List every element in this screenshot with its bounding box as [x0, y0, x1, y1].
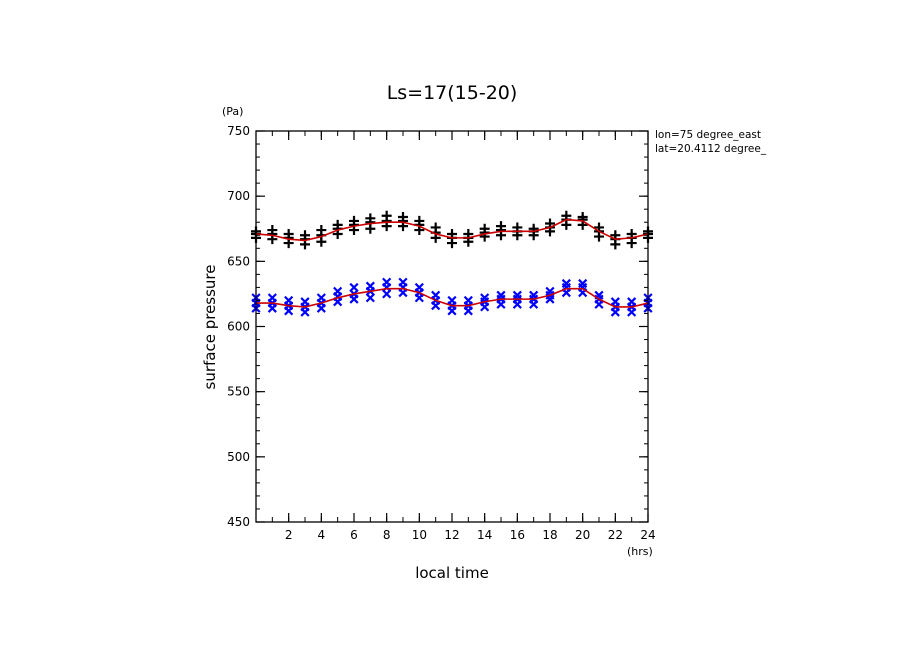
series-1-point-70 — [627, 307, 637, 317]
series-1-point-52 — [529, 299, 539, 309]
series-1-point-4 — [267, 303, 277, 313]
y-tick-label: 600 — [227, 320, 250, 334]
series-1-point-7 — [284, 306, 294, 316]
x-unit-label: (hrs) — [627, 545, 653, 558]
series-0-point-13 — [316, 236, 327, 247]
series-0-point-29 — [398, 212, 408, 223]
y-unit-label: (Pa) — [222, 105, 243, 118]
series-0-point-47 — [496, 221, 506, 232]
y-tick-label: 650 — [227, 254, 250, 268]
series-0-point-37 — [447, 238, 457, 249]
series-1-point-14 — [316, 293, 326, 303]
series-1-markers — [251, 277, 653, 317]
series-1-point-19 — [349, 294, 359, 304]
x-tick-label: 16 — [510, 528, 525, 542]
series-0-point-70 — [626, 238, 637, 249]
series-1-point-62 — [578, 278, 588, 289]
series-1-point-26 — [382, 277, 392, 287]
y-tick-label: 500 — [227, 450, 250, 464]
series-1-point-5 — [267, 293, 277, 303]
series-0-point-14 — [316, 225, 327, 236]
series-1-point-34 — [431, 301, 441, 311]
x-tick-label: 8 — [383, 528, 391, 542]
y-tick-label: 750 — [227, 124, 250, 138]
plot-layer — [251, 210, 653, 317]
plot-frame — [255, 130, 649, 523]
x-tick-label: 4 — [318, 528, 326, 542]
series-0-point-67 — [610, 239, 621, 250]
series-1-point-23 — [365, 281, 375, 291]
series-3-fit-line — [256, 287, 649, 308]
series-1-point-37 — [447, 306, 457, 316]
series-1-point-71 — [627, 297, 637, 307]
series-1-point-49 — [512, 299, 522, 309]
series-1-point-38 — [447, 295, 457, 306]
axis-layer: 2 4 6 8 10 12 14 16 18 20 22 2445050055060065070075… — [227, 124, 656, 542]
series-0-point-64 — [594, 231, 604, 242]
series-1-point-13 — [316, 303, 326, 313]
x-tick-label: 14 — [477, 528, 492, 542]
series-1-point-29 — [398, 277, 408, 287]
series-0-markers — [251, 210, 653, 250]
series-1-point-8 — [284, 295, 294, 306]
series-1-point-11 — [300, 297, 310, 307]
x-tick-label: 12 — [444, 528, 459, 542]
series-0-point-22 — [365, 223, 376, 234]
series-0-point-26 — [381, 210, 392, 221]
series-0-point-58 — [561, 219, 572, 230]
y-tick-label: 550 — [227, 385, 250, 399]
series-1-point-44 — [480, 293, 490, 303]
series-0-point-17 — [332, 219, 343, 230]
series-0-point-5 — [267, 225, 278, 236]
x-tick-label: 24 — [640, 528, 655, 542]
series-1-point-32 — [414, 282, 424, 292]
series-1-point-64 — [594, 299, 604, 309]
series-1-point-35 — [431, 290, 441, 300]
series-1-point-59 — [561, 278, 571, 289]
series-1-point-43 — [480, 302, 490, 312]
annotation-lon: lon=75 degree_east — [655, 129, 761, 141]
y-tick-label: 450 — [227, 515, 250, 529]
series-0-point-20 — [349, 215, 359, 226]
series-1-point-10 — [300, 307, 310, 317]
x-tick-label: 10 — [412, 528, 427, 542]
x-tick-label: 18 — [542, 528, 557, 542]
x-tick-label: 20 — [575, 528, 590, 542]
series-1-point-46 — [496, 299, 506, 309]
series-1-point-68 — [610, 297, 620, 307]
series-0-point-32 — [414, 215, 425, 226]
series-1-point-67 — [610, 307, 620, 317]
series-1-point-22 — [365, 293, 375, 303]
annotation-lat: lat=20.4112 degree_ — [655, 143, 767, 155]
series-0-point-8 — [283, 228, 294, 239]
x-tick-label: 6 — [350, 528, 358, 542]
series-1-point-50 — [512, 290, 522, 300]
series-1-point-47 — [496, 290, 506, 300]
series-0-point-35 — [430, 222, 441, 233]
series-1-point-31 — [414, 293, 424, 303]
chart-title: Ls=17(15-20) — [387, 82, 518, 104]
series-1-point-20 — [349, 282, 359, 292]
series-0-point-44 — [479, 223, 490, 234]
series-0-point-23 — [365, 213, 376, 224]
series-1-point-17 — [333, 286, 343, 296]
series-0-point-11 — [300, 230, 310, 241]
x-tick-label: 22 — [608, 528, 623, 542]
y-tick-label: 700 — [227, 189, 250, 203]
series-2-fit-line — [255, 218, 649, 242]
x-axis-title: local time — [415, 564, 489, 582]
x-tick-label: 2 — [285, 528, 293, 542]
series-1-point-40 — [463, 306, 473, 316]
y-axis-title: surface pressure — [201, 265, 219, 390]
series-1-point-25 — [382, 289, 392, 299]
series-1-point-41 — [463, 295, 473, 306]
